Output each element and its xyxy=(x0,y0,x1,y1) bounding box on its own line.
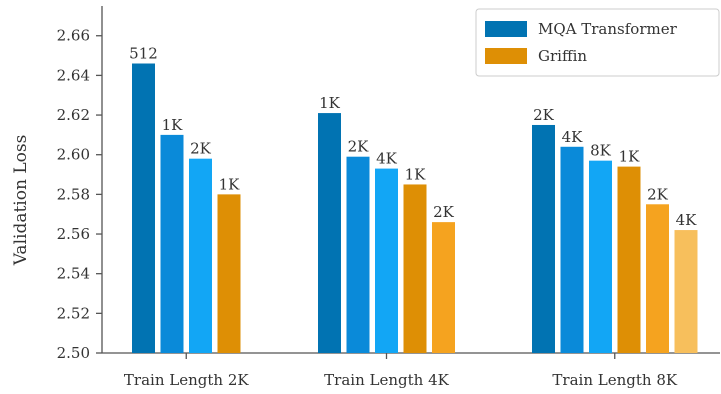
bar-label: 4K xyxy=(676,211,698,229)
bar-label: 1K xyxy=(405,165,427,183)
bar-label: 4K xyxy=(376,150,398,168)
legend-frame xyxy=(475,8,720,77)
legend: MQA Transformer Griffin xyxy=(475,8,720,77)
x-tick-label: Train Length 2K xyxy=(124,371,249,389)
y-tick-label: 2.50 xyxy=(57,344,90,362)
y-tick-label: 2.62 xyxy=(57,106,90,124)
bar-label: 1K xyxy=(619,148,641,166)
bar-label: 1K xyxy=(319,94,341,112)
bar xyxy=(217,194,241,353)
y-tick-label: 2.58 xyxy=(57,185,90,203)
bar xyxy=(432,222,455,353)
bar xyxy=(532,124,555,353)
bar xyxy=(160,134,184,353)
legend-entry-label: MQA Transformer xyxy=(538,20,678,38)
bar xyxy=(560,146,584,353)
bar-label: 8K xyxy=(590,142,612,160)
bar-group: 1K 2K 4K 1K 2K xyxy=(318,94,455,354)
bar-label: 2K xyxy=(433,203,455,221)
legend-swatch xyxy=(485,48,527,64)
y-axis-label: Validation Loss xyxy=(11,135,31,267)
y-tick-label: 2.54 xyxy=(57,265,90,283)
legend-swatch xyxy=(485,21,527,37)
bar xyxy=(617,166,641,353)
legend-entry-label: Griffin xyxy=(538,47,587,65)
bar xyxy=(318,113,341,354)
bar xyxy=(589,160,612,353)
x-axis: Train Length 2K Train Length 4K Train Leng… xyxy=(102,352,720,389)
bar xyxy=(375,168,398,353)
bar-label: 2K xyxy=(533,106,555,124)
y-tick-label: 2.66 xyxy=(57,27,90,45)
bar-label: 2K xyxy=(190,140,212,158)
bar-label: 2K xyxy=(647,185,669,203)
bar xyxy=(189,158,212,353)
bar-group: 512 1K 2K 1K xyxy=(129,45,241,353)
bar xyxy=(403,184,427,353)
y-tick-label: 2.60 xyxy=(57,146,90,164)
bar xyxy=(132,63,155,353)
x-tick-label: Train Length 8K xyxy=(552,371,677,389)
x-tick-label: Train Length 4K xyxy=(324,371,449,389)
bar-label: 2K xyxy=(348,138,370,156)
y-axis: 2.50 2.52 2.54 2.56 2.58 2.60 2.62 2.64 2.66 xyxy=(57,6,103,362)
y-tick-label: 2.56 xyxy=(57,225,90,243)
bar-label: 512 xyxy=(129,45,158,63)
bar-label: 1K xyxy=(219,175,241,193)
bar-label: 4K xyxy=(562,128,584,146)
y-tick-label: 2.52 xyxy=(57,304,90,322)
y-tick-label: 2.64 xyxy=(57,66,90,84)
bar xyxy=(646,204,669,353)
bar xyxy=(674,230,698,353)
bar-group: 2K 4K 8K 1K 2K 4K xyxy=(532,106,698,353)
bar-label: 1K xyxy=(162,116,184,134)
bar xyxy=(346,156,370,353)
bar-groups: 512 1K 2K 1K 1K 2K 4K 1K 2K 2K 4K 8K 1K 2K 4K xyxy=(129,45,698,354)
